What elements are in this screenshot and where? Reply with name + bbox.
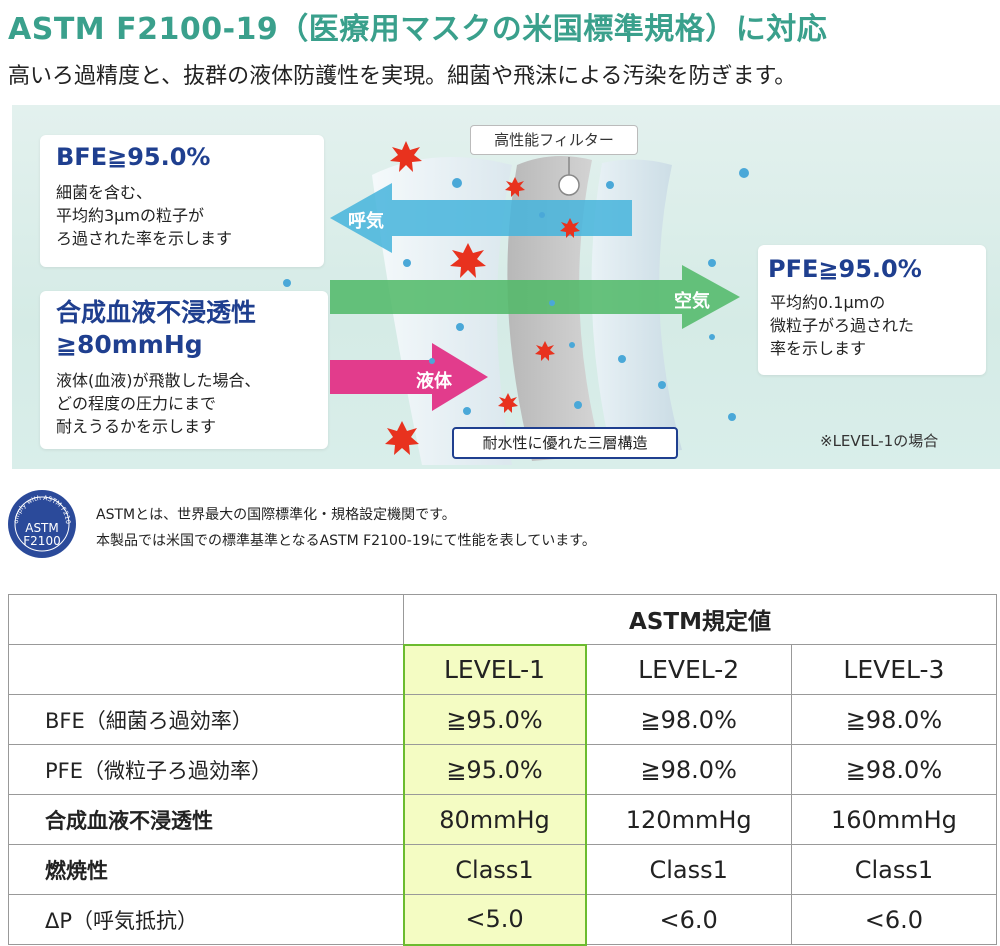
filter-pointer-dot [558, 174, 580, 196]
air-arrow-label: 空気 [674, 291, 710, 312]
bacteria-icons [385, 141, 580, 455]
row-label-note: （微粒子ろ過効率） [83, 758, 273, 783]
bfe-callout: BFE≧95.0% 細菌を含む、 平均約3μmの粒子が ろ過された率を示します [40, 135, 324, 267]
astm-description-line2: 本製品では米国での標準基準となるASTM F2100-19にて性能を表しています… [96, 533, 596, 549]
level-3-value: Class1 [790, 844, 998, 895]
level-1-value: ≧95.0% [402, 694, 587, 745]
row-label-text: 合成血液不浸透性 [45, 808, 213, 833]
row-label: ΔP（呼気抵抗） [8, 894, 404, 945]
liquid-arrow [330, 343, 488, 411]
liquid-callout: 合成血液不浸透性 ≧80mmHg 液体(血液)が飛散した場合、 どの程度の圧力に… [40, 291, 328, 449]
row-label-note: （呼気抵抗） [72, 908, 199, 933]
astm-logo-line1: ASTM [25, 521, 59, 535]
level-3-value: ≧98.0% [790, 694, 998, 745]
table-header-level-row: LEVEL-1 LEVEL-2 LEVEL-3 [8, 643, 998, 695]
level-1-header: LEVEL-1 [402, 643, 587, 695]
level-2-value: Class1 [585, 844, 792, 895]
three-layer-label: 耐水性に優れた三層構造 [452, 427, 678, 459]
row-label-text: BFE [45, 708, 85, 733]
table-header-group-row: ASTM規定値 [8, 594, 997, 645]
liquid-description: 液体(血液)が飛散した場合、 どの程度の圧力にまで 耐えうるかを示します [56, 371, 261, 436]
pfe-heading: PFE≧95.0% [768, 255, 922, 283]
pfe-description: 平均約0.1μmの 微粒子がろ過された 率を示します [770, 293, 915, 358]
astm-logo-line2: F2100 [23, 534, 60, 548]
table-row: BFE（細菌ろ過効率） ≧95.0% ≧98.0% ≧98.0% [8, 694, 998, 745]
page-title: ASTM F2100-19（医療用マスクの米国標準規格）に対応 [8, 12, 828, 47]
bfe-description: 細菌を含む、 平均約3μmの粒子が ろ過された率を示します [56, 183, 233, 248]
row-label: BFE（細菌ろ過効率） [8, 694, 404, 745]
row-label: PFE（微粒子ろ過効率） [8, 744, 404, 795]
level-1-value: 80mmHg [402, 794, 587, 845]
liquid-arrow-label: 液体 [416, 371, 452, 392]
exhale-arrow [330, 183, 632, 253]
level-3-header: LEVEL-3 [790, 644, 998, 695]
level-2-value: ≧98.0% [585, 744, 792, 795]
level-3-value: 160mmHg [790, 794, 998, 845]
level-2-value: <6.0 [585, 894, 792, 945]
level-1-value: Class1 [402, 844, 587, 895]
row-label: 合成血液不浸透性 [8, 794, 404, 845]
bfe-heading: BFE≧95.0% [56, 143, 211, 171]
astm-description-line1: ASTMとは、世界最大の国際標準化・規格設定機関です。 [96, 507, 456, 523]
level-2-value: 120mmHg [585, 794, 792, 845]
level-note: ※LEVEL-1の場合 [820, 432, 939, 450]
row-label-text: ΔP [45, 908, 73, 933]
table-group-header: ASTM規定値 [403, 594, 997, 645]
table-row: PFE（微粒子ろ過効率） ≧95.0% ≧98.0% ≧98.0% [8, 744, 998, 795]
page-subtitle: 高いろ過精度と、抜群の液体防護性を実現。細菌や飛沫による汚染を防ぎます。 [8, 64, 797, 89]
mask-structure-diagram: 呼気 空気 液体 高性能フィルター 耐水性に優れた三層構造 ※LEVEL-1の場… [12, 105, 1000, 469]
astm-spec-table: ASTM規定値 LEVEL-1 LEVEL-2 LEVEL-3 BFE（細菌ろ過… [8, 594, 998, 946]
level-1-value: <5.0 [402, 894, 587, 946]
table-corner-cell-2 [8, 644, 404, 695]
level-3-value: <6.0 [790, 894, 998, 945]
air-arrow [330, 265, 740, 329]
astm-description: ASTMとは、世界最大の国際標準化・規格設定機関です。 本製品では米国での標準基… [96, 502, 596, 554]
table-row: 燃焼性 Class1 Class1 Class1 [8, 844, 998, 895]
table-row: 合成血液不浸透性 80mmHg 120mmHg 160mmHg [8, 794, 998, 845]
exhale-arrow-label: 呼気 [348, 211, 384, 232]
level-2-header: LEVEL-2 [585, 644, 792, 695]
row-label-text: 燃焼性 [45, 858, 108, 883]
level-1-value: ≧95.0% [402, 744, 587, 795]
particles [283, 168, 749, 421]
table-row: ΔP（呼気抵抗） <5.0 <6.0 <6.0 [8, 894, 998, 946]
pfe-callout: PFE≧95.0% 平均約0.1μmの 微粒子がろ過された 率を示します [758, 245, 986, 375]
level-2-value: ≧98.0% [585, 694, 792, 745]
liquid-heading: 合成血液不浸透性 ≧80mmHg [56, 298, 257, 359]
level-3-value: ≧98.0% [790, 744, 998, 795]
filter-label: 高性能フィルター [470, 125, 638, 155]
row-label-note: （細菌ろ過効率） [84, 708, 253, 733]
row-label-text: PFE [45, 758, 84, 783]
row-label: 燃焼性 [8, 844, 404, 895]
astm-logo: Comply with ASTM F2100 ASTM F2100 [6, 488, 76, 558]
diagram-illustration [283, 141, 749, 465]
table-corner-cell [8, 594, 404, 645]
